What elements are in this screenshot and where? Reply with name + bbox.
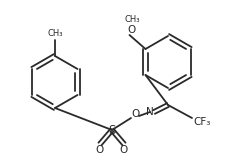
Text: O: O [127, 25, 136, 35]
Text: O: O [131, 109, 139, 119]
Text: CH₃: CH₃ [47, 30, 63, 38]
Text: N: N [146, 107, 154, 117]
Text: CH₃: CH₃ [125, 15, 140, 25]
Text: O: O [96, 145, 104, 155]
Text: CF₃: CF₃ [193, 117, 211, 127]
Text: O: O [120, 145, 128, 155]
Text: S: S [108, 123, 116, 136]
